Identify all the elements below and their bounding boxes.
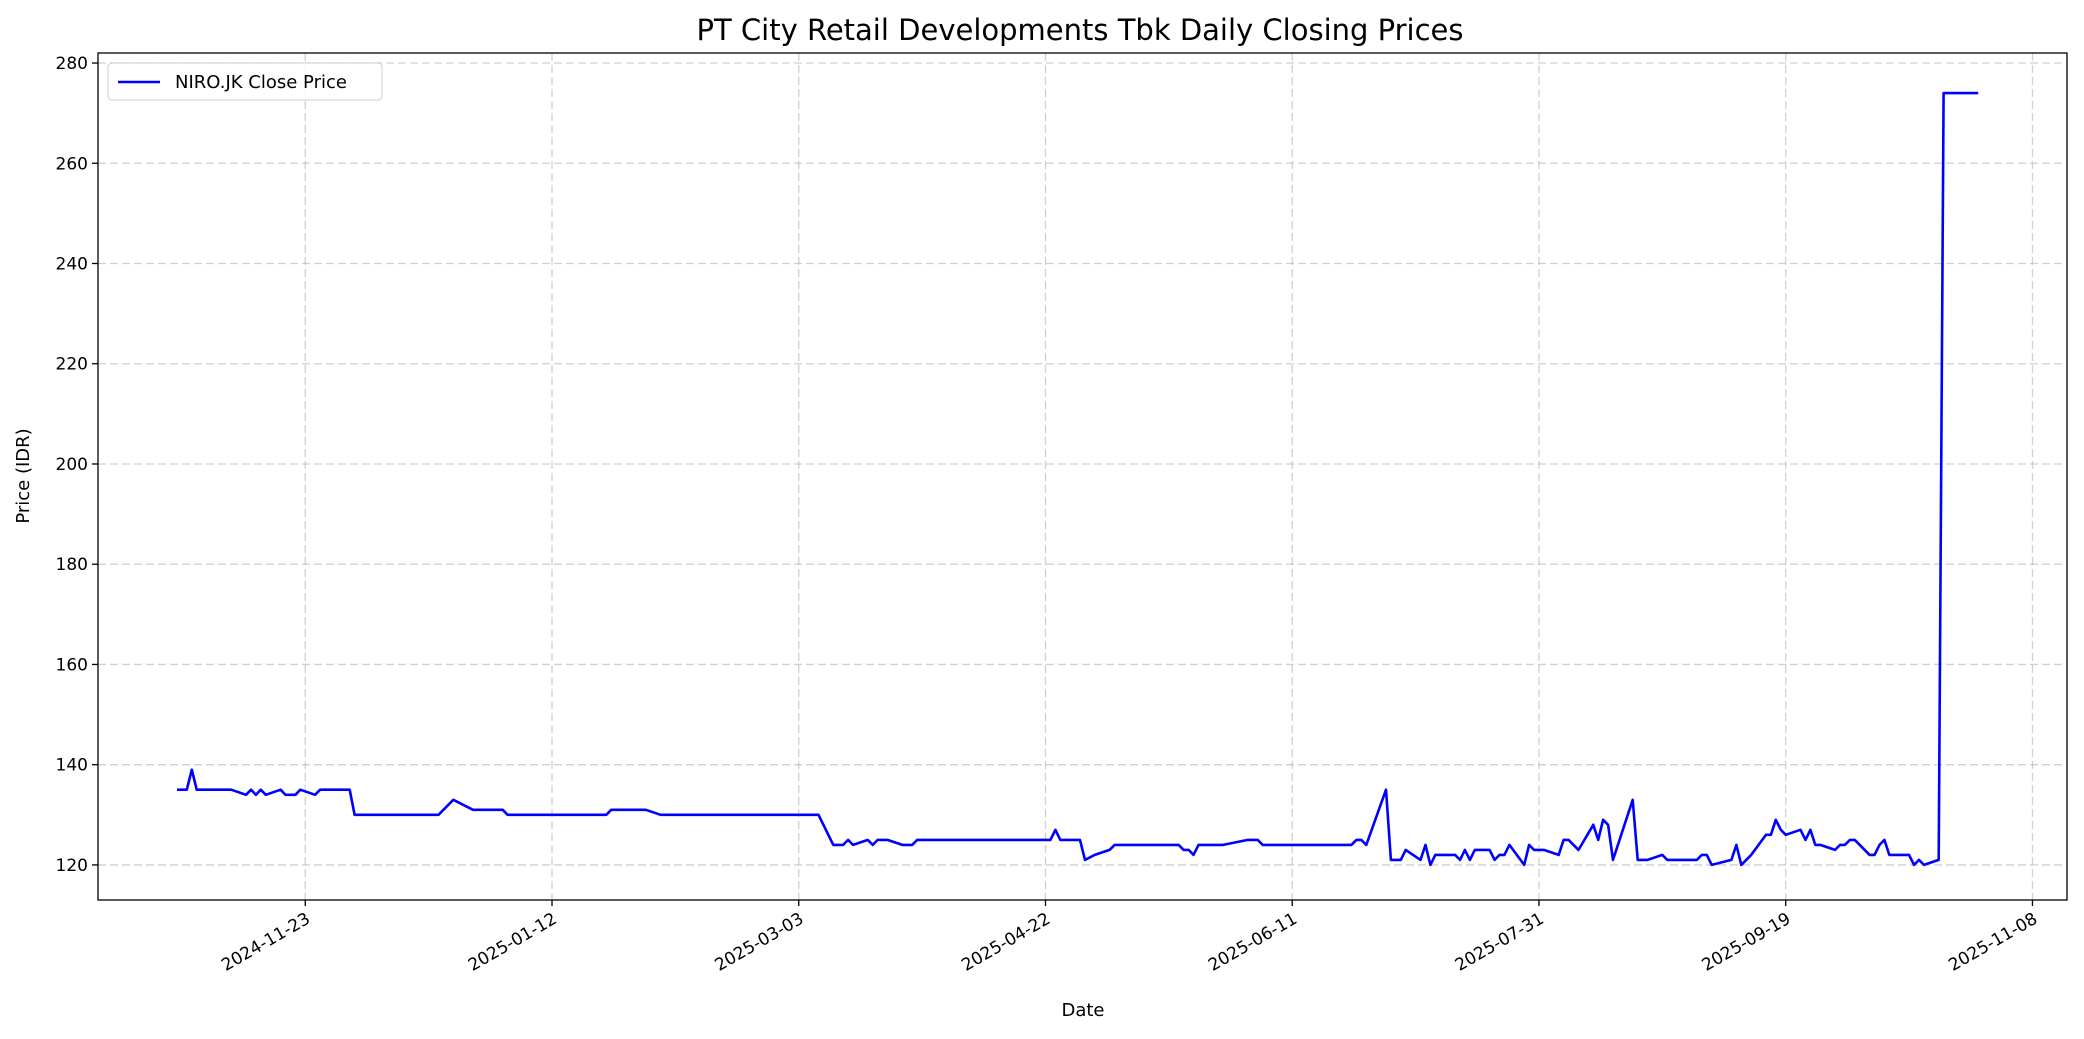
y-axis-label: Price (IDR) [13,428,34,523]
y-tick-label: 220 [56,355,88,375]
y-tick-label: 260 [56,154,88,174]
y-tick-label: 280 [56,54,88,74]
y-tick-label: 160 [56,655,88,675]
legend: NIRO.JK Close Price [108,63,382,100]
x-axis-label: Date [1061,1000,1104,1021]
y-tick-label: 240 [56,254,88,274]
y-tick-label: 140 [56,756,88,776]
y-tick-label: 120 [56,856,88,876]
y-tick-label: 180 [56,555,88,575]
y-tick-label: 200 [56,455,88,475]
legend-label: NIRO.JK Close Price [175,72,347,93]
chart-title: PT City Retail Developments Tbk Daily Cl… [697,13,1464,47]
